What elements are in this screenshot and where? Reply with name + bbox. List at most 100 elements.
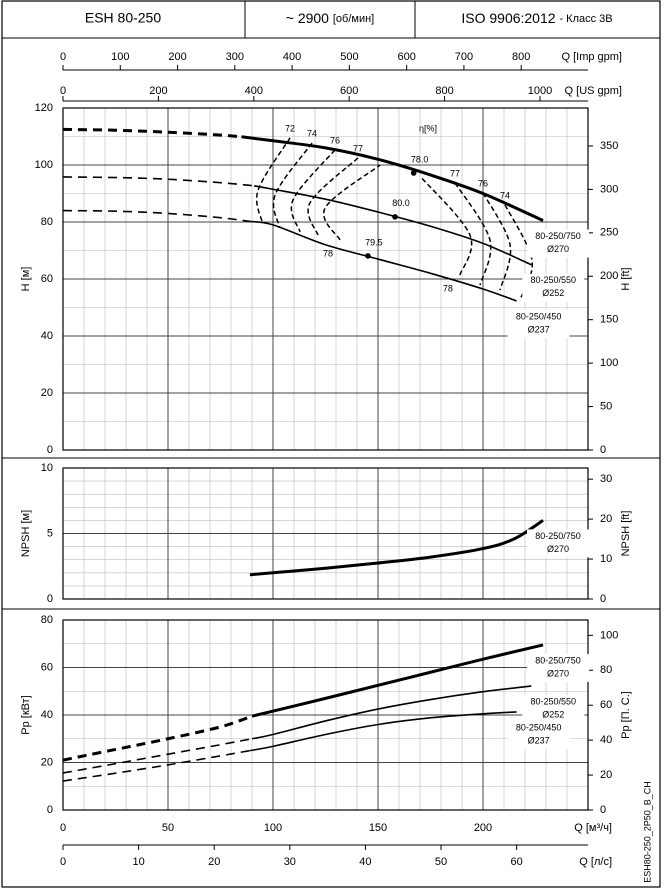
top-axis-tick-label: 600 [397,51,415,63]
curve-dashed [62,749,251,782]
y-tick-label: 20 [41,756,53,768]
y2-tick-label: 100 [600,629,618,641]
x-tick-label: 150 [369,822,387,834]
x2-tick-label: 30 [284,856,296,868]
top-axis-tick-label: 100 [111,51,129,63]
y2-tick-label: 40 [600,734,612,746]
curve [251,685,532,740]
x2-tick-label: 50 [435,856,447,868]
curve-label-bg [507,309,570,338]
efficiency-contour [419,175,473,276]
x-tick-label: 100 [264,822,282,834]
y-axis-label: H [м] [20,267,32,292]
efficiency-label: 76 [330,135,340,145]
top-axis-tick-label: 0 [60,51,66,63]
curve-diameter: Ø237 [528,324,550,334]
y2-axis-label: NPSH [ft] [620,511,632,557]
bep-label: 79.5 [365,237,383,247]
curve-dashed [62,209,251,223]
y-tick-label: 10 [41,462,53,474]
standard: ISO 9906:2012 - Класс 3B [461,10,612,26]
model: ESH 80-250 [85,10,161,26]
curve-name: 80-250/750 [535,531,581,541]
y-tick-label: 120 [35,102,53,114]
curve [251,643,544,718]
bep-point [410,170,417,176]
y2-tick-label: 150 [600,314,618,326]
y-tick-label: 5 [47,527,53,539]
plot-frame [62,619,589,811]
curve-name: 80-250/750 [535,231,581,241]
y2-tick-label: 200 [600,270,618,282]
top-axis-tick-label: 700 [455,51,473,63]
y-tick-label: 40 [41,709,53,721]
y2-tick-label: 300 [600,183,618,195]
curve-dashed [62,714,253,762]
top-axis-tick-label: 300 [226,51,244,63]
top-axis-tick-label: 0 [60,85,66,97]
curve-label-bg [527,229,589,258]
curve-diameter: Ø237 [528,735,550,745]
curve-name: 80-250/750 [535,655,581,665]
y-tick-label: 0 [47,444,53,456]
y-tick-label: 20 [41,387,53,399]
y2-tick-label: 350 [600,140,618,152]
efficiency-unit: η[%] [419,123,437,133]
efficiency-label: 76 [478,178,488,188]
y2-tick-label: 50 [600,400,612,412]
speed-value: ~ 2900 [286,10,329,26]
efficiency-label: 78 [443,283,453,293]
efficiency-contour [454,182,492,286]
curve-diameter: Ø252 [542,709,564,719]
y2-tick-label: 0 [600,593,606,605]
curve-diameter: Ø270 [547,244,569,254]
bep-label: 78.0 [411,154,429,164]
y-tick-label: 40 [41,330,53,342]
y-tick-label: 80 [41,216,53,228]
top-axis-label: Q [Imp gpm] [561,51,622,63]
top-axis-tick-label: 200 [149,85,167,97]
top-axis-tick-label: 800 [512,51,530,63]
curve-name: 80-250/450 [516,722,562,732]
efficiency-label: 74 [307,128,317,138]
efficiency-label: 78 [323,248,333,258]
top-axis-tick-label: 500 [340,51,358,63]
curve [249,519,544,577]
efficiency-label: 77 [450,168,460,178]
speed-unit: [об/мин] [333,13,374,25]
top-axis-tick-label: 600 [340,85,358,97]
x2-tick-label: 10 [132,856,144,868]
curve-dashed [62,127,242,139]
top-axis-tick-label: 800 [435,85,453,97]
y-tick-label: 60 [41,273,53,285]
curve-diameter: Ø270 [547,544,569,554]
y-tick-label: 80 [41,614,53,626]
efficiency-label: 72 [285,123,295,133]
x2-tick-label: 20 [208,856,220,868]
y-axis-label: Pp [кВт] [20,695,32,734]
x2-tick-label: 0 [60,856,66,868]
efficiency-label: 77 [353,143,363,153]
curve-label-bg [527,529,589,558]
standard-class: - Класс 3B [559,13,612,25]
top-axis-tick-label: 400 [245,85,263,97]
y2-tick-label: 30 [600,473,612,485]
curve-label-bg [522,273,585,302]
curve-label-bg [522,695,585,724]
top-axis-tick-label: 200 [168,51,186,63]
curve-diameter: Ø252 [542,288,564,298]
curve-dashed [62,176,255,187]
efficiency-contour [482,192,512,291]
standard-name: ISO 9906:2012 [461,10,555,26]
curve-dashed [62,737,253,774]
efficiency-contour [272,142,313,229]
bep-point [392,214,398,220]
top-axis-tick-label: 400 [283,51,301,63]
y2-tick-label: 100 [600,357,618,369]
y2-tick-label: 80 [600,664,612,676]
x2-axis-label: Q [л/с] [579,856,612,868]
y2-axis-label: Pp [П. С.] [620,691,632,739]
x2-tick-label: 60 [511,856,523,868]
